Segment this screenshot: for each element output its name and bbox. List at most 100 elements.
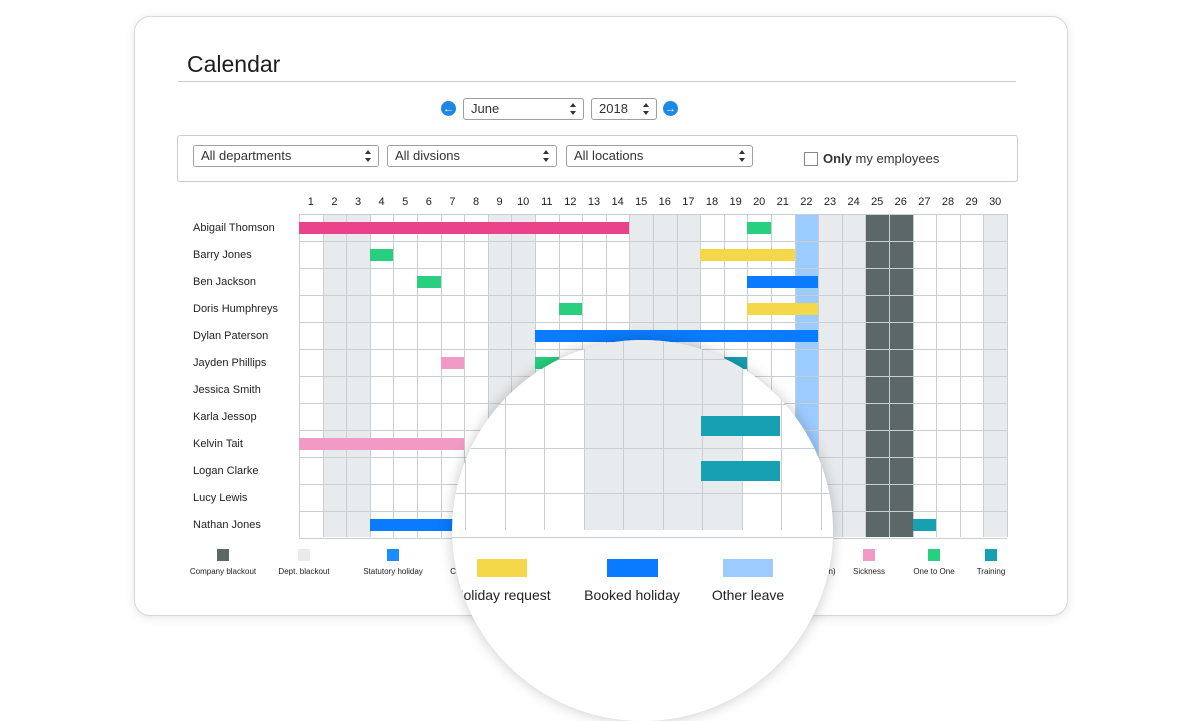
leave-bar[interactable] — [912, 519, 937, 531]
day-number: 20 — [753, 196, 766, 208]
grid-line — [452, 492, 833, 494]
day-number: 22 — [800, 196, 813, 208]
location-select-value: All locations — [574, 148, 644, 163]
only-my-employees-label: Only my employees — [823, 151, 940, 166]
grid-line — [369, 214, 371, 537]
leave-bar[interactable] — [747, 303, 819, 315]
day-number: 4 — [378, 196, 385, 208]
employee-name: Barry Jones — [193, 249, 252, 261]
grid-line — [912, 214, 914, 537]
grid-line — [452, 448, 833, 449]
division-select[interactable]: All divsions — [387, 145, 557, 167]
day-number: 2 — [331, 196, 338, 208]
month-select[interactable]: June — [463, 98, 584, 120]
title-divider — [178, 81, 1016, 82]
department-select[interactable]: All departments — [193, 145, 379, 167]
leave-bar[interactable] — [700, 249, 795, 261]
grid-line — [511, 214, 513, 537]
legend-swatch — [985, 549, 997, 561]
day-number: 16 — [658, 196, 671, 208]
leave-bar[interactable] — [747, 222, 771, 234]
legend-swatch — [723, 559, 773, 577]
legend-label: One to One — [913, 567, 955, 576]
year-select[interactable]: 2018 — [591, 98, 657, 120]
day-number: 18 — [705, 196, 719, 208]
legend-swatch — [217, 549, 229, 561]
division-select-value: All divsions — [395, 148, 461, 163]
legend-swatch — [863, 549, 875, 561]
select-caret-icon — [643, 103, 649, 115]
page-title: Calendar — [187, 51, 281, 77]
day-number: 17 — [682, 196, 695, 208]
day-number: 24 — [847, 196, 860, 208]
grid-line — [820, 340, 822, 530]
prev-month-button[interactable]: ← — [441, 101, 456, 116]
dept-blackout-column — [662, 340, 702, 530]
leave-bar[interactable] — [299, 222, 630, 234]
legend-label: Statutory holiday — [363, 567, 423, 576]
day-number: 9 — [496, 196, 503, 208]
legend-swatch — [477, 559, 527, 577]
chevron-left-icon: ← — [443, 102, 454, 115]
leave-bar[interactable] — [535, 330, 819, 342]
leave-bar[interactable] — [299, 438, 465, 450]
grid-line — [452, 403, 833, 405]
grid-line — [393, 214, 395, 537]
grid-line — [440, 214, 442, 537]
day-number: 12 — [564, 196, 577, 208]
legend-label: Sickness — [852, 567, 885, 576]
legend-swatch — [298, 549, 310, 561]
dept-blackout-column — [583, 340, 623, 530]
chevron-right-icon: → — [665, 102, 676, 115]
training-bar[interactable] — [701, 461, 780, 481]
employee-name: Karla Jessop — [193, 411, 257, 423]
leave-bar[interactable] — [747, 276, 819, 288]
year-select-value: 2018 — [599, 101, 628, 116]
grid-line — [465, 340, 466, 530]
location-select[interactable]: All locations — [566, 145, 753, 167]
day-number: 6 — [425, 196, 432, 208]
day-number: 19 — [729, 196, 742, 208]
employee-name: Jessica Smith — [193, 384, 261, 396]
legend-swatch — [387, 549, 399, 561]
training-bar[interactable] — [701, 416, 780, 436]
legend-label: C — [450, 567, 456, 576]
grid-line — [504, 340, 506, 530]
leave-bar[interactable] — [369, 519, 465, 531]
leave-bar[interactable] — [369, 249, 394, 261]
day-number: 13 — [587, 196, 601, 208]
dept-blackout-column — [983, 214, 1007, 537]
legend-label: Company blackout — [189, 567, 257, 576]
next-month-button[interactable]: → — [663, 101, 678, 116]
leave-bar[interactable] — [440, 357, 465, 369]
employee-name: Logan Clarke — [193, 465, 259, 477]
dept-blackout-column — [322, 214, 347, 537]
day-number: 3 — [354, 196, 362, 208]
grid-line — [889, 214, 890, 537]
legend-label: n) — [828, 567, 836, 576]
grid-line — [299, 268, 1007, 269]
day-number: 25 — [871, 196, 884, 208]
legend-label: Holiday request — [453, 587, 551, 603]
grid-line — [452, 537, 833, 538]
grid-line — [417, 214, 418, 537]
day-number: 8 — [472, 196, 480, 208]
grid-line — [583, 340, 585, 530]
employee-name: Dylan Paterson — [193, 330, 269, 342]
grid-line — [794, 214, 796, 537]
employee-name: Nathan Jones — [193, 519, 261, 531]
day-number: 15 — [635, 196, 648, 208]
grid-line — [623, 340, 624, 530]
leave-bar[interactable] — [558, 303, 583, 315]
legend-label: Training — [976, 567, 1006, 576]
day-number: 28 — [941, 196, 955, 208]
day-number: 5 — [402, 196, 409, 208]
month-select-value: June — [471, 101, 500, 116]
leave-bar[interactable] — [417, 276, 441, 288]
grid-line — [818, 214, 820, 537]
grid-line — [299, 322, 1007, 323]
grid-line — [841, 214, 843, 537]
only-my-employees-checkbox[interactable] — [804, 152, 818, 166]
grid-line — [487, 214, 489, 537]
day-number: 21 — [776, 196, 789, 208]
